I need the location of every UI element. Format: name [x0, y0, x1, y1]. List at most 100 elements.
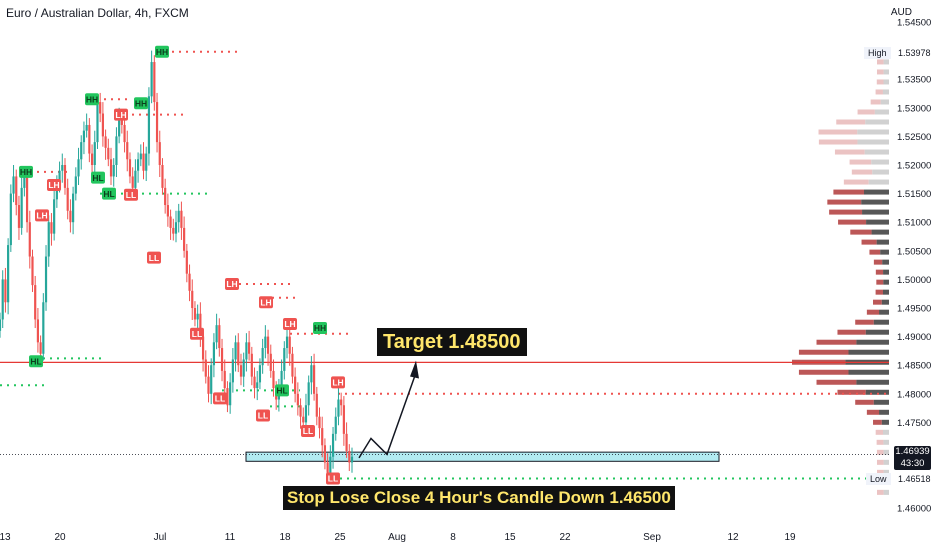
candle-body — [304, 405, 308, 423]
y-tick-label: 1.54500 — [897, 18, 931, 29]
candle-body — [188, 273, 191, 291]
profile-bar — [875, 269, 884, 275]
candle-body — [147, 96, 151, 154]
candle-body — [28, 222, 31, 257]
candle-body — [104, 136, 107, 148]
profile-bar — [856, 339, 889, 345]
candle-body — [212, 342, 216, 366]
profile-bar — [866, 409, 880, 415]
profile-bar — [872, 169, 889, 175]
level-lines — [0, 50, 889, 480]
candle-body — [302, 416, 305, 423]
candle-body — [172, 227, 175, 234]
swing-badge — [85, 93, 99, 106]
candle-body — [174, 222, 178, 234]
candle-body — [348, 451, 351, 463]
y-tick-label: 1.49000 — [897, 332, 931, 343]
time-axis[interactable]: 13 20 Jul 11 18 25 Aug 8 15 22 Sep 12 19 — [0, 532, 796, 543]
candle-body — [223, 370, 226, 389]
swing-badge — [47, 179, 61, 192]
candle-body — [218, 325, 221, 349]
swing-badge-label: HH — [156, 47, 168, 57]
swing-badge-label: LL — [258, 411, 268, 421]
y-tick-label: 1.52000 — [897, 161, 931, 172]
projection-arrowhead — [410, 360, 419, 379]
candle-body — [61, 165, 64, 171]
candle-body — [63, 165, 67, 188]
swing-badge — [35, 209, 49, 222]
candle-body — [177, 210, 180, 223]
profile-bar — [876, 239, 889, 245]
profile-bar — [855, 319, 874, 325]
x-tick-label: 20 — [54, 532, 66, 543]
candle-body — [283, 348, 286, 371]
y-tick-label: 1.47500 — [897, 418, 931, 429]
swing-badge-label: LH — [48, 180, 59, 190]
swing-badge — [331, 376, 345, 389]
swing-badge — [301, 424, 315, 437]
profile-bar — [882, 89, 889, 95]
x-tick-label: Sep — [643, 532, 661, 543]
profile-bar — [849, 159, 872, 165]
profile-bar — [851, 169, 873, 175]
candle-body — [12, 176, 15, 194]
candle-body — [169, 216, 172, 228]
candle-body — [318, 416, 321, 429]
candle-body — [7, 245, 10, 303]
profile-bar — [873, 259, 883, 265]
candle-body — [9, 193, 12, 246]
low-label: Low — [866, 473, 891, 485]
high-value: 1.53978 — [894, 47, 932, 59]
x-tick-label: 13 — [0, 532, 11, 543]
candle-body — [288, 336, 291, 354]
candle-body — [229, 382, 232, 406]
candle-body — [17, 205, 21, 228]
high-label: High — [864, 47, 891, 59]
candle-body — [226, 388, 229, 406]
profile-bar — [876, 469, 884, 475]
candle-body — [50, 222, 53, 234]
y-tick-label: 1.50000 — [897, 275, 931, 286]
candle-body — [272, 370, 275, 389]
candle-body — [321, 428, 324, 446]
projection-path — [358, 375, 416, 459]
profile-bar — [865, 119, 889, 125]
profile-bar — [843, 179, 869, 185]
profile-bar — [836, 119, 866, 125]
profile-bar — [883, 449, 889, 455]
profile-bar — [876, 59, 884, 65]
profile-bar — [861, 199, 889, 205]
profile-bar — [875, 89, 883, 95]
y-tick-label: 1.48500 — [897, 361, 931, 372]
profile-bar — [818, 129, 858, 135]
profile-bar — [876, 79, 884, 85]
profile-bar — [862, 209, 889, 215]
candle-body — [215, 325, 218, 343]
profile-bar — [816, 379, 857, 385]
price-axis[interactable]: 1.545001.540001.535001.530001.525001.520… — [897, 18, 931, 515]
swing-badge — [102, 187, 116, 200]
x-tick-label: 22 — [559, 532, 571, 543]
candle-body — [329, 456, 332, 474]
profile-bar — [818, 139, 858, 145]
x-tick-label: Jul — [154, 532, 167, 543]
profile-bar — [883, 439, 889, 445]
y-tick-label: 1.48000 — [897, 389, 931, 400]
candle-body — [80, 142, 83, 160]
x-tick-label: Aug — [388, 532, 406, 543]
candle-body — [280, 370, 283, 389]
candle-body — [261, 348, 264, 366]
chart-title: Euro / Australian Dollar, 4h, FXCM — [6, 6, 189, 20]
profile-bar — [875, 429, 884, 435]
profile-bar — [866, 309, 880, 315]
swing-labels: HHLHLHHLHHHLHLLHLLHHHHLLLHLLLHLHLLHLLLHH… — [19, 45, 345, 485]
candle-body — [44, 256, 48, 303]
swing-badge-label: HH — [314, 323, 326, 333]
candle-body — [185, 250, 188, 274]
profile-bar — [883, 69, 889, 75]
swing-badge — [147, 251, 161, 264]
profile-bar — [868, 179, 889, 185]
profile-bar — [883, 279, 889, 285]
profile-bar — [876, 279, 884, 285]
